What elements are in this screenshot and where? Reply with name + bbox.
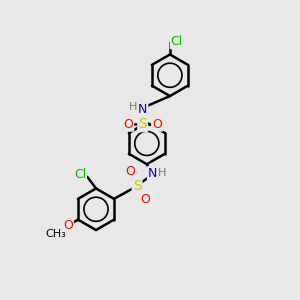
Text: O: O xyxy=(152,118,162,131)
Text: N: N xyxy=(138,103,147,116)
Text: O: O xyxy=(123,118,133,131)
Text: S: S xyxy=(133,179,142,193)
Text: N: N xyxy=(148,167,157,180)
Text: CH₃: CH₃ xyxy=(46,229,66,239)
Text: O: O xyxy=(125,165,135,178)
Text: S: S xyxy=(138,117,147,131)
Text: O: O xyxy=(63,219,73,232)
Text: Cl: Cl xyxy=(171,35,183,48)
Text: H: H xyxy=(129,102,137,112)
Text: O: O xyxy=(140,193,150,206)
Text: H: H xyxy=(158,168,166,178)
Text: Cl: Cl xyxy=(74,168,86,181)
